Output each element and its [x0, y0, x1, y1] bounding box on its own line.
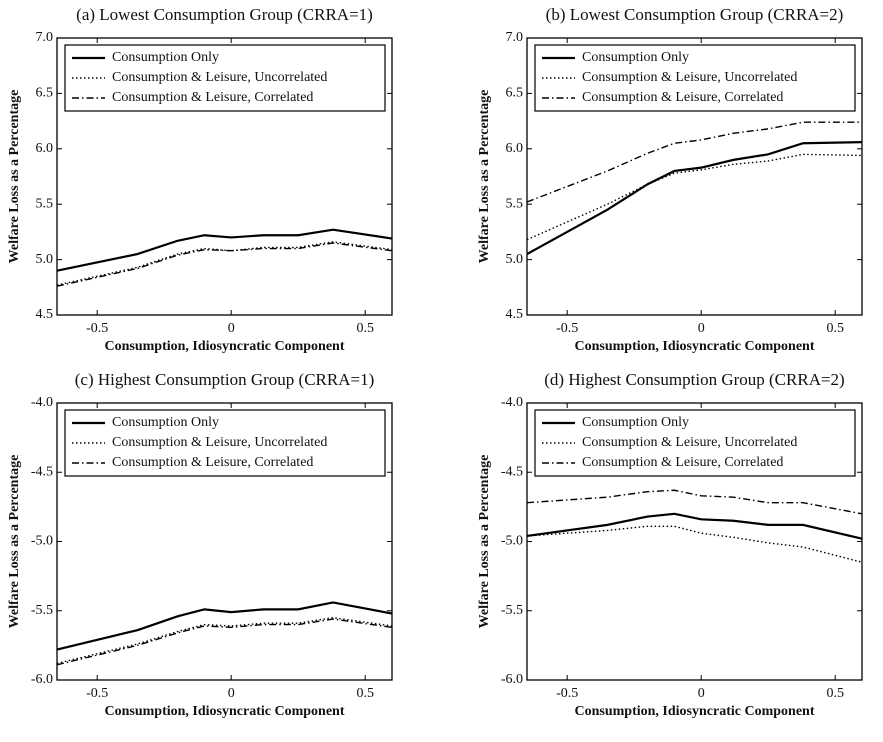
series-line [56, 242, 393, 287]
x-tick-label: 0 [228, 321, 235, 336]
x-tick-label: -0.5 [86, 321, 108, 336]
x-tick-label: 0 [698, 686, 705, 701]
legend-label: Consumption & Leisure, Uncorrelated [112, 435, 327, 450]
series-line [526, 525, 863, 563]
legend-label: Consumption Only [582, 415, 689, 430]
legend-label: Consumption & Leisure, Uncorrelated [112, 70, 327, 85]
y-tick-label: 7.0 [506, 30, 524, 45]
y-tick-label: 6.0 [506, 141, 524, 156]
series-line [526, 121, 862, 203]
y-tick-label: 5.0 [506, 252, 524, 267]
y-tick-label: 4.5 [36, 307, 54, 322]
legend-label: Consumption & Leisure, Correlated [112, 90, 313, 105]
x-tick-label: 0.5 [356, 686, 374, 701]
x-axis-label: Consumption, Idiosyncratic Component [575, 704, 815, 719]
y-tick-label: 5.5 [36, 196, 54, 211]
panel-title: (a) Lowest Consumption Group (CRRA=1) [76, 5, 373, 24]
series-line [56, 618, 393, 666]
panel-title: (b) Lowest Consumption Group (CRRA=2) [546, 5, 844, 24]
x-tick-label: 0.5 [356, 321, 374, 336]
x-tick-label: -0.5 [86, 686, 108, 701]
legend-label: Consumption Only [582, 50, 689, 65]
panel-title: (d) Highest Consumption Group (CRRA=2) [544, 370, 844, 389]
x-axis-label: Consumption, Idiosyncratic Component [105, 339, 345, 354]
series-line [56, 616, 393, 665]
legend-label: Consumption & Leisure, Correlated [582, 90, 783, 105]
legend-label: Consumption & Leisure, Correlated [112, 455, 313, 470]
series-line [526, 153, 863, 241]
legend-box [534, 409, 856, 477]
y-axis-label: Welfare Loss as a Percentage [477, 455, 492, 629]
plot-frame [526, 402, 863, 681]
x-tick-label: 0 [228, 686, 235, 701]
y-tick-label: 7.0 [36, 30, 54, 45]
panel: (c) Highest Consumption Group (CRRA=1) Co… [7, 370, 393, 719]
y-tick-label: 4.5 [506, 307, 524, 322]
legend-box [64, 409, 386, 477]
y-axis-label: Welfare Loss as a Percentage [7, 90, 22, 264]
series-line [526, 489, 863, 515]
legend-label: Consumption Only [112, 415, 219, 430]
y-tick-label: 5.0 [36, 252, 54, 267]
y-tick-label: -5.0 [31, 534, 53, 549]
y-tick-label: 6.5 [36, 86, 54, 101]
y-axis-label: Welfare Loss as a Percentage [7, 455, 22, 629]
legend-box [534, 44, 856, 112]
plot-frame [56, 402, 393, 681]
y-tick-label: -4.0 [31, 395, 53, 410]
panel: (a) Lowest Consumption Group (CRRA=1) Con… [7, 5, 393, 354]
x-tick-label: -0.5 [556, 321, 578, 336]
legend-label: Consumption & Leisure, Uncorrelated [582, 70, 797, 85]
x-axis-label: Consumption, Idiosyncratic Component [105, 704, 345, 719]
y-tick-label: 5.5 [506, 196, 524, 211]
legend-box [64, 44, 386, 112]
x-tick-label: -0.5 [556, 686, 578, 701]
y-tick-label: 6.0 [36, 141, 54, 156]
y-tick-label: -5.5 [501, 603, 523, 618]
x-axis-label: Consumption, Idiosyncratic Component [575, 339, 815, 354]
plot-frame [56, 37, 393, 316]
y-tick-label: 6.5 [506, 86, 524, 101]
y-tick-label: -5.0 [501, 534, 523, 549]
y-tick-label: -4.5 [501, 464, 523, 479]
y-tick-label: -4.5 [31, 464, 53, 479]
panel: (b) Lowest Consumption Group (CRRA=2) Con… [477, 5, 863, 354]
y-tick-label: -6.0 [31, 672, 53, 687]
y-axis-label: Welfare Loss as a Percentage [477, 90, 492, 264]
panel: (d) Highest Consumption Group (CRRA=2) Co… [477, 370, 863, 719]
x-tick-label: 0.5 [826, 686, 844, 701]
series-line [56, 228, 393, 272]
x-tick-label: 0 [698, 321, 705, 336]
panel-title: (c) Highest Consumption Group (CRRA=1) [75, 370, 375, 389]
y-tick-label: -6.0 [501, 672, 523, 687]
y-tick-label: -5.5 [31, 603, 53, 618]
legend-label: Consumption & Leisure, Correlated [582, 455, 783, 470]
series-line [526, 141, 863, 256]
legend-label: Consumption & Leisure, Uncorrelated [582, 435, 797, 450]
legend-label: Consumption Only [112, 50, 219, 65]
series-line [56, 601, 393, 651]
series-line [526, 512, 863, 540]
x-tick-label: 0.5 [826, 321, 844, 336]
plot-frame [526, 37, 863, 316]
y-tick-label: -4.0 [501, 395, 523, 410]
series-line [56, 241, 393, 286]
